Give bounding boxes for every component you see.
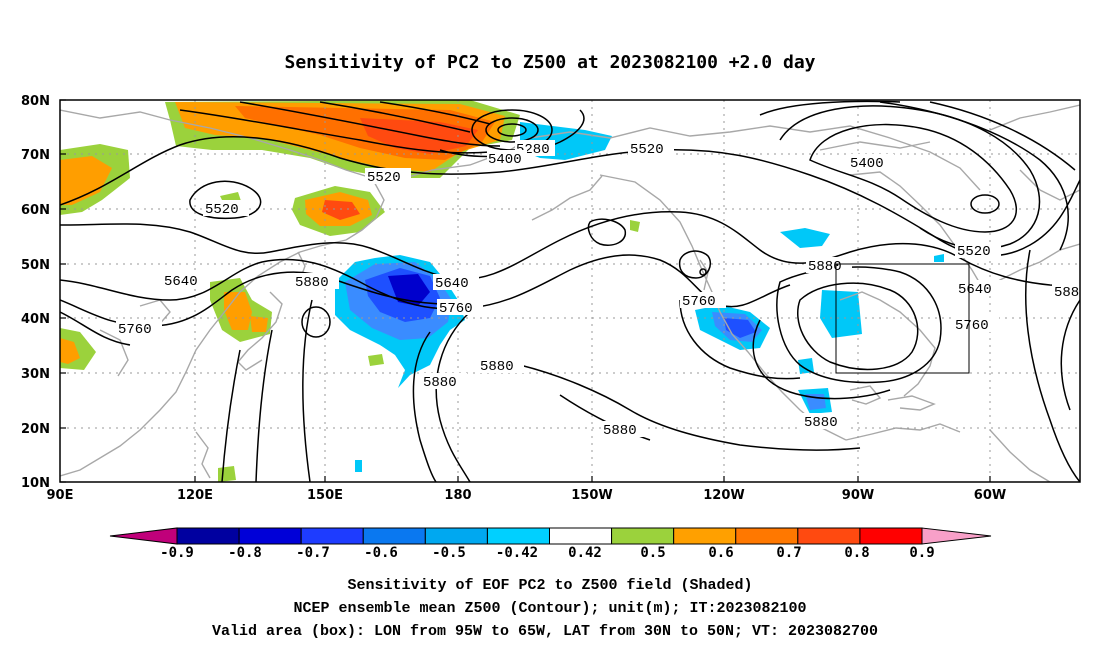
latitude-labels: 80N 70N 60N 50N 40N 30N 20N 10N <box>21 94 50 491</box>
contour-label: 5640 <box>435 276 469 292</box>
contour-label: 5640 <box>164 274 198 290</box>
colorbar-label: -0.5 <box>432 545 466 561</box>
colorbar-label: 0.9 <box>909 545 934 561</box>
colorbar-cell <box>859 527 923 545</box>
lon-tick-label: 90E <box>47 488 74 503</box>
lon-tick-label: 150W <box>571 488 612 503</box>
contour-label: 5520 <box>205 202 239 218</box>
colorbar-label: 0.42 <box>568 545 602 561</box>
lat-tick-label: 80N <box>21 94 50 109</box>
caption: Sensitivity of EOF PC2 to Z500 field (Sh… <box>212 577 878 640</box>
contour-label: 588 <box>1054 285 1079 301</box>
contour-label: 5400 <box>488 152 522 168</box>
colorbar-cell <box>176 527 240 545</box>
colorbar-cell <box>238 527 302 545</box>
lon-tick-label: 150E <box>307 488 343 503</box>
contour-label: 5760 <box>118 322 152 338</box>
contour-label: 5640 <box>958 282 992 298</box>
colorbar-label: -0.7 <box>296 545 330 561</box>
colorbar-cell <box>300 527 364 545</box>
caption-line-3: Valid area (box): LON from 95W to 65W, L… <box>212 623 878 640</box>
colorbar-right-tip <box>921 527 992 545</box>
map-frame <box>59 99 1081 483</box>
longitude-labels: 90E 120E 150E 180 150W 120W 90W 60W <box>47 488 1007 503</box>
colorbar-cell <box>362 527 426 545</box>
colorbar: -0.9 -0.8 -0.7 -0.6 -0.5 -0.42 0.42 0.5 … <box>109 527 992 561</box>
colorbar-labels: -0.9 -0.8 -0.7 -0.6 -0.5 -0.42 0.42 0.5 … <box>160 545 935 561</box>
lat-tick-label: 60N <box>21 203 50 218</box>
contour-labels: 5280 5400 5520 5520 5520 5400 5520 5640 … <box>116 140 1080 439</box>
contour-label: 5760 <box>439 301 473 317</box>
lon-tick-label: 120W <box>703 488 744 503</box>
lon-tick-label: 120E <box>177 488 213 503</box>
colorbar-cell <box>611 527 675 545</box>
contour-label: 5520 <box>630 142 664 158</box>
lat-tick-label: 40N <box>21 312 50 327</box>
caption-line-2: NCEP ensemble mean Z500 (Contour); unit(… <box>293 600 806 617</box>
colorbar-label: -0.6 <box>364 545 398 561</box>
colorbar-cell <box>735 527 799 545</box>
lat-tick-label: 20N <box>21 422 50 437</box>
lat-tick-label: 70N <box>21 148 50 163</box>
lat-tick-label: 30N <box>21 367 50 382</box>
contour-label: 5400 <box>850 156 884 172</box>
contour-label: 5760 <box>955 318 989 334</box>
colorbar-cell <box>549 527 613 545</box>
lon-tick-label: 180 <box>444 488 471 503</box>
colorbar-label: -0.42 <box>496 545 538 561</box>
lat-tick-label: 50N <box>21 258 50 273</box>
contour-label: 5880 <box>423 375 457 391</box>
colorbar-cell <box>486 527 551 545</box>
lon-tick-label: 90W <box>842 488 874 503</box>
colorbar-label: 0.7 <box>776 545 801 561</box>
contour-label: 5880 <box>804 415 838 431</box>
colorbar-cell <box>673 527 737 545</box>
colorbar-label: -0.9 <box>160 545 194 561</box>
valid-area-box <box>835 263 970 374</box>
caption-line-1: Sensitivity of EOF PC2 to Z500 field (Sh… <box>347 577 752 594</box>
coastlines <box>60 104 1080 482</box>
contour-label: 5760 <box>682 294 716 310</box>
figure-title: Sensitivity of PC2 to Z500 at 2023082100… <box>284 52 815 73</box>
colorbar-label: -0.8 <box>228 545 262 561</box>
lat-tick-label: 10N <box>21 476 50 491</box>
colorbar-label: 0.5 <box>640 545 665 561</box>
lon-tick-label: 60W <box>974 488 1006 503</box>
colorbar-cell <box>424 527 488 545</box>
colorbar-cells <box>176 527 923 545</box>
colorbar-left-tip <box>109 527 178 545</box>
contour-label: 5520 <box>367 170 401 186</box>
colorbar-label: 0.8 <box>844 545 869 561</box>
colorbar-label: 0.6 <box>708 545 733 561</box>
contour-label: 5880 <box>480 359 514 375</box>
axis-ticks <box>60 99 991 483</box>
contour-label: 5520 <box>957 244 991 260</box>
contour-label: 5880 <box>808 259 842 275</box>
colorbar-cell <box>797 527 861 545</box>
contour-label: 5880 <box>603 423 637 439</box>
contour-label: 5880 <box>295 275 329 291</box>
